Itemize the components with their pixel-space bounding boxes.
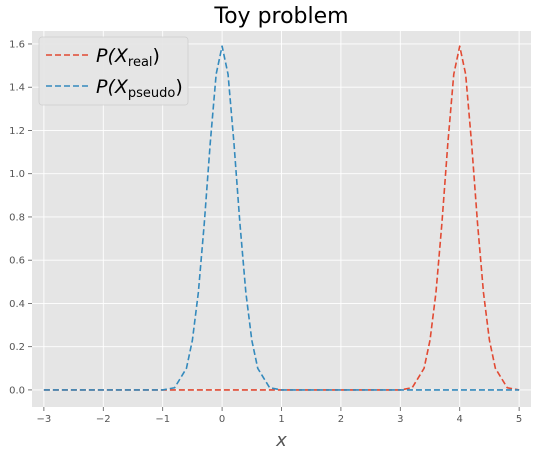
x-axis-label: x [275,430,287,451]
x-tick-label: −2 [96,414,111,425]
x-tick-label: −1 [155,414,170,425]
y-tick-label: 1.6 [9,39,25,50]
y-tick-label: 0.6 [9,256,25,267]
y-tick-label: 0.4 [9,299,25,310]
legend-sub-pseudo: pseudo [128,86,176,101]
x-tick-label: 4 [457,414,463,425]
y-tick-label: 1.2 [9,126,25,137]
chart-title: Toy problem [213,4,348,29]
y-tick-label: 0.0 [9,385,25,396]
x-tick-label: −3 [37,414,52,425]
legend-main-pseudo: P(X [96,76,129,98]
legend-close-real: ) [153,45,160,67]
x-tick-label: 0 [219,414,225,425]
x-tick-label: 2 [338,414,344,425]
y-tick-label: 1.4 [9,83,25,94]
legend: P(Xreal) P(Xpseudo) [39,37,188,105]
y-tick-label: 0.2 [9,342,25,353]
legend-sub-real: real [128,55,153,70]
y-tick-label: 0.8 [9,212,25,223]
x-tick-label: 1 [278,414,284,425]
y-tick-label: 1.0 [9,169,25,180]
x-tick-label: 5 [516,414,522,425]
legend-main-real: P(X [96,45,129,67]
x-tick-label: 3 [397,414,403,425]
legend-close-pseudo: ) [175,76,182,98]
